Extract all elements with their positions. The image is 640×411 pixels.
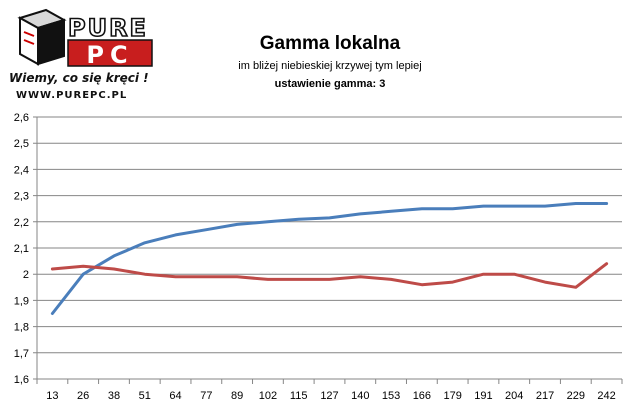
x-tick-label: 179 xyxy=(443,390,461,402)
x-tick-label: 140 xyxy=(351,390,369,402)
brand-top: PURE xyxy=(68,14,148,42)
x-tick-label: 13 xyxy=(46,390,58,402)
y-tick-label: 1,7 xyxy=(14,348,29,360)
y-tick-label: 2,2 xyxy=(14,217,29,229)
chart-title: Gamma lokalna xyxy=(259,33,401,54)
x-tick-label: 38 xyxy=(108,390,120,402)
x-tick-label: 51 xyxy=(139,390,151,402)
x-tick-label: 102 xyxy=(259,390,277,402)
brand-bottom-box xyxy=(67,39,153,67)
x-tick-label: 229 xyxy=(567,390,585,402)
x-tick-label: 26 xyxy=(77,390,89,402)
y-tick-label: 2,1 xyxy=(14,243,29,255)
x-tick-label: 89 xyxy=(231,390,243,402)
x-tick-label: 242 xyxy=(597,390,615,402)
brand-bottom: PC xyxy=(86,41,133,69)
chart-subtitle: im bliżej niebieskiej krzywej tym lepiej xyxy=(238,60,422,72)
series-line-blue xyxy=(50,202,609,315)
y-tick-label: 2,5 xyxy=(14,138,29,150)
x-tick-label: 191 xyxy=(474,390,492,402)
x-tick-label: 204 xyxy=(505,390,523,402)
logo-url: WWW.PUREPC.PL xyxy=(16,90,127,101)
y-tick-label: 1,6 xyxy=(14,374,29,386)
series-line-red xyxy=(50,262,609,289)
y-tick-label: 2,4 xyxy=(14,164,29,176)
y-tick-label: 2,6 xyxy=(14,112,29,124)
x-tick-label: 153 xyxy=(382,390,400,402)
y-tick-label: 2,3 xyxy=(14,191,29,203)
cube-icon xyxy=(17,8,67,66)
y-tick-label: 2 xyxy=(23,269,29,281)
chart-subtitle-gamma: ustawienie gamma: 3 xyxy=(274,78,386,90)
x-tick-label: 115 xyxy=(290,390,308,402)
y-tick-label: 1,9 xyxy=(14,295,29,307)
purepc-logo: PURE PC Wiemy, co się kręci ! WWW.PUREPC… xyxy=(9,8,153,101)
x-tick-label: 64 xyxy=(169,390,181,402)
x-tick-label: 217 xyxy=(536,390,554,402)
x-tick-label: 127 xyxy=(320,390,338,402)
y-tick-label: 1,8 xyxy=(14,322,29,334)
logo-slogan: Wiemy, co się kręci ! xyxy=(9,71,149,85)
x-tick-label: 166 xyxy=(413,390,431,402)
x-tick-label: 77 xyxy=(200,390,212,402)
